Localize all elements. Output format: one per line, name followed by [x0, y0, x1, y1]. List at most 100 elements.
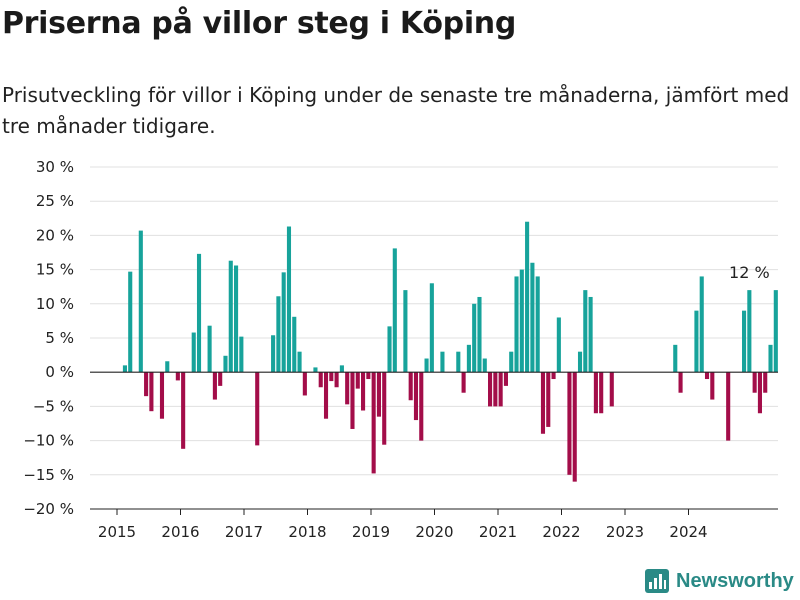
bar — [757, 372, 762, 414]
bar — [122, 365, 127, 373]
bar — [228, 260, 233, 373]
bar — [334, 372, 339, 388]
bar — [339, 365, 344, 373]
y-tick-label: 5 % — [45, 329, 74, 347]
bar — [419, 372, 424, 441]
x-tick-label: 2017 — [225, 523, 263, 541]
y-tick-label: 25 % — [36, 192, 74, 210]
x-tick-label: 2018 — [288, 523, 326, 541]
x-tick-label: 2015 — [98, 523, 136, 541]
bar — [281, 272, 286, 373]
bar — [149, 372, 154, 412]
latest-value-label: 12 % — [729, 263, 770, 282]
bar — [593, 372, 598, 414]
bar — [768, 344, 773, 373]
y-tick-label: 10 % — [36, 295, 74, 313]
bar — [323, 372, 329, 419]
bar — [577, 351, 583, 373]
bar — [223, 355, 228, 373]
bar — [456, 351, 461, 373]
bar — [583, 290, 588, 373]
bar — [572, 372, 577, 482]
bar — [588, 296, 593, 373]
bar — [350, 372, 355, 429]
bar — [742, 310, 747, 373]
bar — [175, 372, 180, 381]
bar — [207, 325, 212, 373]
bar — [567, 372, 572, 475]
bar — [128, 271, 133, 373]
bar — [440, 351, 445, 373]
x-tick-label: 2023 — [606, 523, 644, 541]
newsworthy-brand: Newsworthy — [645, 569, 794, 593]
y-axis-tick-labels: 30 % 25 % 20 % 15 % 10 % 5 % 0 % −5 % −10 % −15 %… — [23, 158, 74, 518]
x-tick-label: 2019 — [352, 523, 390, 541]
bar — [376, 372, 381, 417]
bar — [599, 372, 604, 414]
bar — [773, 290, 778, 373]
bar — [488, 372, 493, 407]
bar — [355, 372, 360, 389]
y-tick-label: 20 % — [36, 226, 74, 244]
bar — [345, 372, 350, 405]
bar — [503, 372, 508, 386]
bar — [466, 344, 471, 373]
x-axis: 2015 2016 2017 2018 2019 2020 2021 2022 2023 2024 — [90, 371, 778, 541]
bar — [382, 372, 387, 445]
y-tick-label: −20 % — [23, 500, 74, 518]
bar — [313, 367, 318, 373]
brand-name: Newsworthy — [676, 569, 794, 592]
bar — [371, 372, 376, 474]
bar — [271, 335, 276, 373]
x-tick-label: 2024 — [669, 523, 707, 541]
bar — [763, 372, 768, 393]
bar — [472, 303, 477, 373]
bar — [556, 317, 561, 373]
bar — [286, 226, 292, 373]
bar — [191, 332, 196, 373]
bar — [138, 230, 143, 373]
x-tick-label: 2020 — [415, 523, 453, 541]
bar — [424, 358, 429, 373]
bar — [159, 372, 165, 419]
bar — [678, 372, 683, 393]
bar — [498, 372, 503, 407]
bar — [461, 372, 466, 393]
bar — [673, 344, 678, 373]
bar — [387, 326, 392, 373]
bar — [408, 372, 413, 401]
bar — [694, 310, 699, 373]
bar — [403, 290, 408, 373]
bar — [609, 372, 614, 407]
bar — [704, 372, 710, 380]
bar — [212, 372, 217, 400]
bar — [710, 372, 715, 400]
bar — [540, 372, 546, 434]
y-tick-label: 15 % — [36, 261, 74, 279]
x-tick-label: 2022 — [542, 523, 580, 541]
bar — [514, 276, 519, 373]
y-tick-label: 0 % — [45, 363, 74, 381]
y-tick-label: −5 % — [33, 397, 74, 415]
bar-chart-logo-icon — [645, 569, 669, 593]
chart-title: Priserna på villor steg i Köping — [2, 6, 517, 41]
bar — [535, 276, 540, 373]
bar — [276, 296, 281, 373]
bar — [329, 372, 334, 382]
bar — [366, 372, 371, 380]
bar — [509, 351, 514, 373]
bar — [493, 372, 498, 407]
annotations: 12 % — [729, 263, 770, 282]
bar — [392, 248, 397, 373]
bar — [239, 336, 244, 373]
bar — [297, 351, 302, 373]
chart-subtitle: Prisutveckling för villor i Köping under… — [2, 83, 790, 138]
y-tick-label: 30 % — [36, 158, 74, 176]
bar — [413, 372, 419, 421]
bar — [165, 361, 170, 373]
x-tick-label: 2016 — [161, 523, 199, 541]
bar — [551, 372, 556, 380]
bar — [302, 372, 307, 396]
bar — [747, 290, 752, 373]
bar — [752, 372, 757, 393]
